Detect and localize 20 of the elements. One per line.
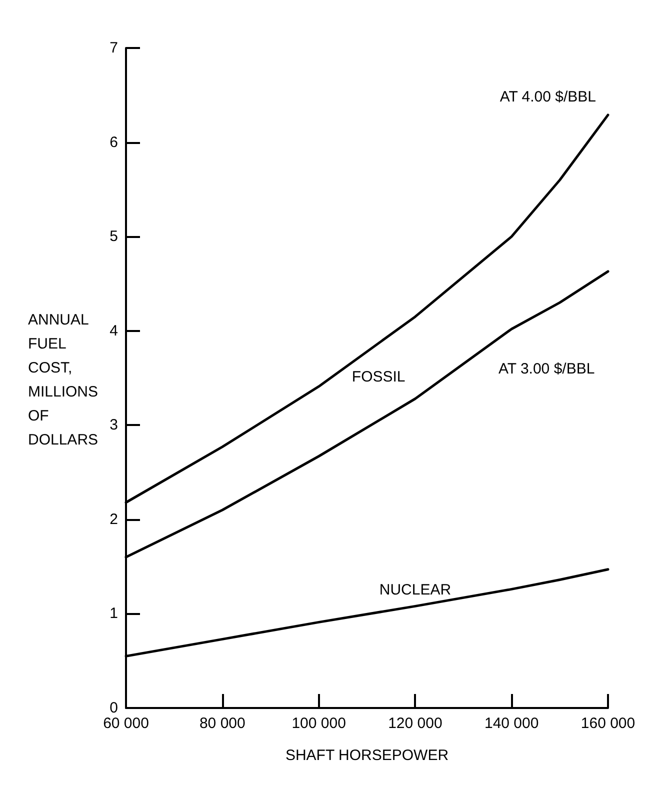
series-label: NUCLEAR (379, 582, 452, 599)
y-tick-label: 2 (110, 510, 118, 528)
x-tick-label: 100 000 (292, 715, 346, 732)
y-tick-label: 0 (110, 700, 118, 716)
y-tick-label: 1 (110, 605, 118, 622)
x-tick-label: 120 000 (388, 715, 442, 732)
y-tick-label: 3 (110, 416, 118, 434)
x-tick-label: 160 000 (580, 715, 636, 732)
series-label: AT 4.00 $/BBL (500, 88, 596, 106)
x-axis-title: SHAFT HORSEPOWER (285, 747, 449, 764)
x-tick-label: 80 000 (199, 715, 246, 732)
y-axis-title: ANNUAL FUEL COST, MILLIONS OF DOLLARS (28, 312, 98, 448)
y-tick-label: 7 (110, 40, 118, 56)
y-tick-label: 4 (110, 322, 118, 340)
annotation: FOSSIL (352, 368, 406, 386)
x-tick-label: 60 000 (103, 715, 149, 732)
y-tick-label: 5 (110, 228, 118, 246)
x-tick-label: 140 000 (484, 715, 539, 732)
series-label: AT 3.00 $/BBL (498, 360, 595, 378)
y-tick-label: 6 (110, 134, 118, 151)
